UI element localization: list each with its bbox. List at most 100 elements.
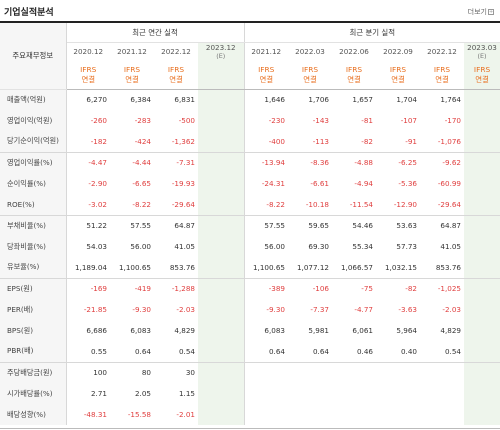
more-label: 더보기: [467, 8, 487, 16]
table-cell: [198, 299, 244, 320]
row-label: 영업이익률(%): [0, 152, 67, 173]
period-header: 2023.12 (E): [198, 42, 244, 61]
financial-table: 주요재무정보 최근 연간 실적 최근 분기 실적 2020.12 2021.12 2…: [0, 23, 500, 425]
section-title: 기업실적분석: [4, 8, 54, 18]
table-cell: -424: [110, 131, 154, 153]
table-row: BPS(원) 6,686 6,083 4,829 6,083 5,981 6,061 5,96…: [0, 320, 500, 341]
row-label: 영업이익(억원): [0, 110, 67, 131]
table-cell: [464, 173, 500, 194]
table-cell: [243, 404, 288, 425]
table-cell: 51.22: [86, 221, 107, 231]
table-cell: -81: [361, 116, 373, 125]
table-cell: 64.87: [440, 221, 461, 231]
table-cell: -9.30: [243, 299, 288, 320]
table-cell: -6.25: [398, 158, 417, 168]
table-cell: 55.34: [352, 242, 373, 251]
table-cell: [198, 341, 244, 363]
more-link[interactable]: 더보기 +: [468, 7, 494, 17]
table-cell: -2.03: [442, 305, 461, 314]
table-row: 당기순이익(억원) -182 -424 -1,362 -400 -113 -82 -91 -1,…: [0, 131, 500, 153]
table-cell: [464, 131, 500, 153]
period-label: 2023.12: [205, 43, 236, 53]
period-label: 2022.09: [383, 47, 413, 57]
period-label: 2022.12: [427, 47, 457, 57]
accounting-standard-header: IFRS 연결: [288, 61, 332, 90]
table-cell: -8.36: [310, 158, 329, 168]
period-header: 2022.12: [420, 42, 464, 61]
table-cell: [332, 383, 376, 404]
table-cell: [198, 173, 244, 194]
table-bottom-border: [0, 428, 500, 429]
table-cell: 41.05: [174, 242, 195, 251]
table-cell: -143: [312, 116, 329, 125]
table-cell: 64.87: [174, 221, 195, 231]
table-cell: 4,829: [440, 326, 461, 335]
table-cell: -1,076: [420, 131, 464, 153]
table-cell: 30: [185, 368, 195, 378]
table-cell: [464, 404, 500, 425]
accounting-standard-header: IFRS 연결: [464, 61, 500, 90]
accounting-standard-header: IFRS 연결: [243, 61, 288, 90]
table-row: 부채비율(%) 51.22 57.55 64.87 57.55 59.65 54.46 53.…: [0, 215, 500, 236]
table-cell: -82: [332, 131, 376, 153]
table-cell: -4.94: [354, 179, 373, 188]
table-cell: 0.54: [420, 341, 464, 363]
table-row: 주당배당금(원) 100 80 30: [0, 362, 500, 383]
estimate-marker: (E): [477, 52, 487, 61]
table-cell: 54.03: [86, 242, 107, 251]
row-label: 순이익률(%): [0, 173, 67, 194]
more-icon: +: [488, 9, 494, 15]
table-cell: -2.03: [176, 305, 195, 314]
period-label: 2022.03: [295, 47, 325, 57]
table-cell: [464, 299, 500, 320]
table-cell: [464, 257, 500, 279]
table-cell: [198, 236, 244, 257]
table-cell: [198, 278, 244, 299]
period-label: 2020.12: [73, 47, 104, 57]
table-cell: [198, 152, 244, 173]
table-cell: 57.55: [243, 215, 288, 236]
table-cell: -500: [178, 116, 195, 125]
table-cell: -113: [288, 131, 332, 153]
table-cell: [464, 236, 500, 257]
table-cell: -4.88: [354, 158, 373, 168]
table-cell: -400: [243, 131, 288, 153]
table-cell: -4.47: [88, 158, 107, 168]
table-cell: -10.18: [288, 194, 332, 216]
period-label: 2021.12: [251, 47, 282, 57]
table-cell: -1,025: [437, 284, 461, 294]
table-cell: 4,829: [174, 326, 195, 335]
table-cell: -1,288: [171, 284, 195, 294]
table-cell: -2.01: [176, 410, 195, 419]
table-cell: 0.55: [66, 341, 110, 363]
quarter-group-header: 최근 분기 실적: [243, 23, 500, 43]
table-row: 시가배당률(%) 2.71 2.05 1.15: [0, 383, 500, 404]
table-cell: 1.15: [178, 389, 195, 398]
table-cell: 41.05: [440, 242, 461, 251]
table-cell: -170: [444, 116, 461, 125]
table-cell: 6,083: [130, 326, 151, 335]
table-cell: 853.76: [420, 257, 464, 279]
table-cell: [243, 362, 288, 383]
table-row: 유보율(%) 1,189.04 1,100.65 853.76 1,100.65 1,07…: [0, 257, 500, 279]
table-cell: -169: [90, 284, 107, 294]
table-cell: 59.65: [308, 221, 329, 231]
table-row: EPS(원) -169 -419 -1,288 -389 -106 -75 -82 -1,025: [0, 278, 500, 299]
period-header: 2021.12: [243, 42, 288, 61]
table-cell: 1,189.04: [66, 257, 110, 279]
table-cell: -11.54: [332, 194, 376, 216]
table-cell: -260: [90, 116, 107, 125]
table-cell: -29.64: [154, 194, 198, 216]
table-cell: 0.40: [376, 341, 420, 363]
table-cell: 6,686: [86, 326, 107, 335]
table-cell: [420, 404, 464, 425]
table-cell: [288, 404, 332, 425]
table-cell: 6,270: [86, 95, 107, 105]
table-cell: -107: [400, 116, 417, 125]
table-row: 매출액(억원) 6,270 6,384 6,831 1,646 1,706 1,657 1,7…: [0, 89, 500, 110]
table-cell: -19.93: [171, 179, 195, 188]
annual-group-header: 최근 연간 실적: [66, 23, 244, 43]
table-row: 배당성향(%) -48.31 -15.58 -2.01: [0, 404, 500, 425]
table-cell: 0.64: [110, 341, 154, 363]
table-cell: 1,077.12: [288, 257, 332, 279]
